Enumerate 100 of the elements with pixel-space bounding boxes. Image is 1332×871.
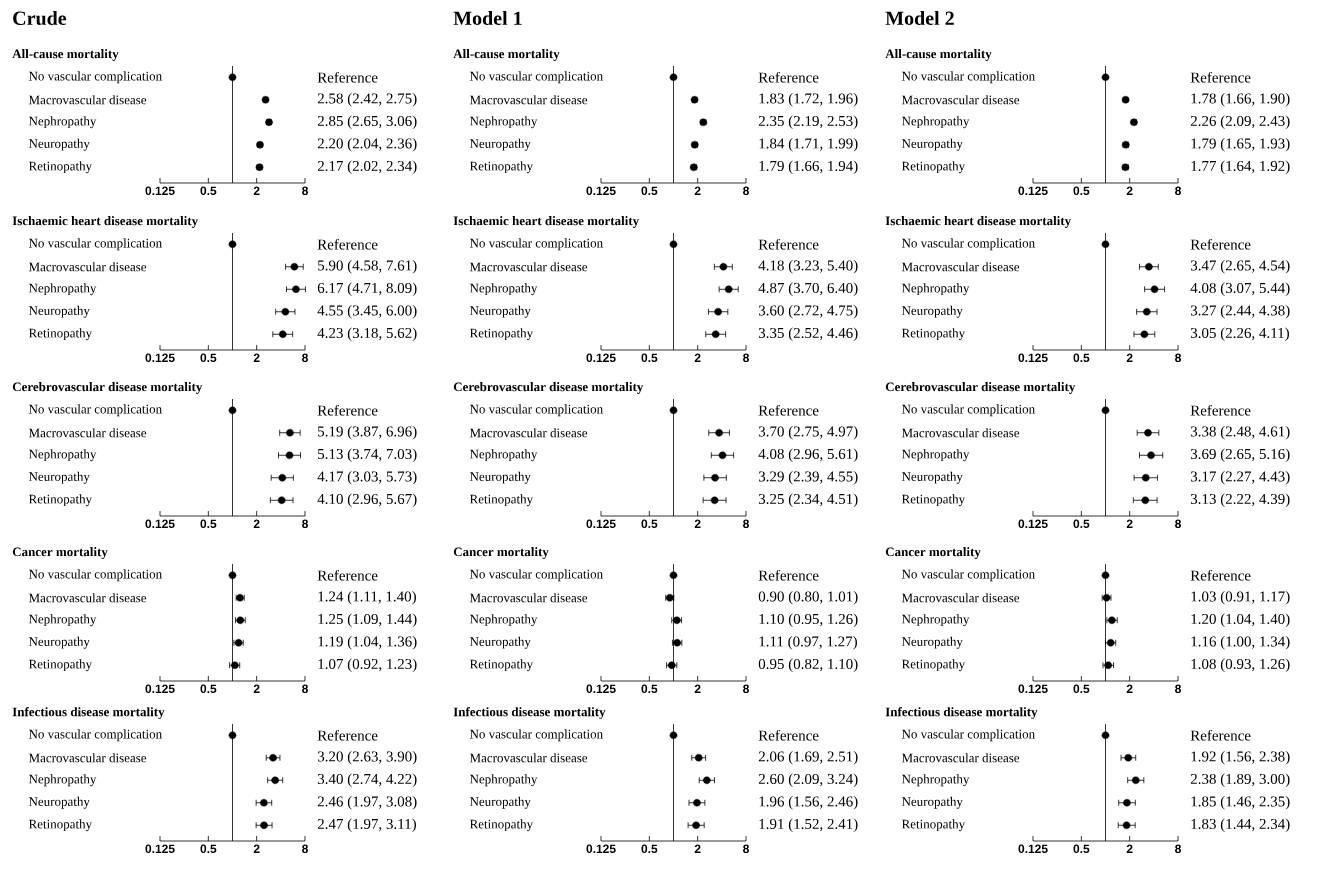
text: Reference <box>758 238 819 250</box>
y-tick-label: Macrovascular disease <box>28 262 147 272</box>
y-tick-label: Neuropathy <box>28 471 90 484</box>
y-tick-label: Retinopathy <box>901 328 966 341</box>
text: 1.10 (0.95, 1.26) <box>759 613 858 628</box>
x-tick-label: 8 <box>1175 186 1181 196</box>
y-tick-label: Nephropathy <box>901 283 970 296</box>
text: 1.92 (1.56, 2.38) <box>1191 750 1290 765</box>
x-tick-label: 0.125 <box>145 844 175 854</box>
text: 3.70 (2.75, 4.97) <box>758 425 858 440</box>
y-tick-label: No vascular complication <box>469 729 603 742</box>
y-tick-label: No vascular complication <box>901 729 1035 742</box>
y-tick-label: No vascular complication <box>901 71 1035 84</box>
x-tick-label: 2 <box>253 519 260 528</box>
y-tick-label: Nephropathy <box>469 116 538 129</box>
text: 5.13 (3.74, 7.03) <box>318 448 417 463</box>
y-tick-label: Macrovascular disease <box>469 753 588 763</box>
x-tick-label: 2 <box>694 353 701 362</box>
text: 4.10 (2.96, 5.67) <box>317 493 417 508</box>
y-tick-label: Nephropathy <box>28 774 97 787</box>
y-tick-label: Nephropathy <box>28 116 97 129</box>
y-tick-label: Retinopathy <box>28 161 93 174</box>
y-tick-label: Neuropathy <box>901 305 963 318</box>
chart-subtitle: All-cause mortality <box>885 49 992 61</box>
text: 4.08 (3.07, 5.44) <box>1190 282 1290 297</box>
text: 3.20 (2.63, 3.90) <box>317 750 417 765</box>
y-tick-label: No vascular complication <box>28 404 162 417</box>
y-tick-label: Retinopathy <box>28 659 93 672</box>
text: Reference <box>1190 569 1251 581</box>
y-tick-label: Retinopathy <box>469 494 534 507</box>
y-tick-label: No vascular complication <box>901 404 1035 417</box>
y-tick-label: No vascular complication <box>28 238 162 251</box>
y-tick-label: No vascular complication <box>28 569 162 582</box>
chart-title: Cerebrovascular disease mortality <box>885 382 1076 394</box>
x-tick-label: 0.5 <box>200 844 217 854</box>
x-tick-label: 0.5 <box>200 186 217 196</box>
y-tick-label: Retinopathy <box>28 494 93 507</box>
y-tick-label: Nephropathy <box>28 449 97 462</box>
text: 4.55 (3.45, 6.00) <box>317 304 417 319</box>
y-tick-label: Macrovascular disease <box>901 753 1020 763</box>
x-tick-label: 2 <box>1126 519 1133 528</box>
x-tick-label: 2 <box>253 844 260 853</box>
y-tick-label: Macrovascular disease <box>469 428 588 438</box>
x-tick-label: 0.125 <box>1018 684 1048 694</box>
chart-title: Crude <box>13 10 67 26</box>
text: Reference <box>317 569 378 581</box>
y-tick-label: Nephropathy <box>469 449 538 462</box>
text: 2.85 (2.65, 3.06) <box>317 115 417 130</box>
y-tick-label: Neuropathy <box>28 305 90 318</box>
y-tick-label: Neuropathy <box>469 636 531 649</box>
y-tick-label: Retinopathy <box>901 819 966 832</box>
text: Reference <box>758 404 819 416</box>
text: Reference <box>1190 729 1251 741</box>
chart-title: Ischaemic heart disease mortality <box>12 216 199 228</box>
text: 5.19 (3.87, 6.96) <box>318 425 417 440</box>
text: 2.17 (2.02, 2.34) <box>317 160 417 175</box>
y-tick-label: Macrovascular disease <box>469 95 588 105</box>
text: 6.17 (4.71, 8.09) <box>317 282 417 297</box>
chart-title: Cerebrovascular disease mortality <box>12 382 203 394</box>
chart-title: Infectious disease mortality <box>885 707 1038 719</box>
y-tick-label: Macrovascular disease <box>28 753 147 763</box>
y-tick-label: Nephropathy <box>901 614 970 627</box>
x-tick-label: 0.125 <box>586 684 616 694</box>
y-tick-label: Neuropathy <box>469 796 531 809</box>
text: 3.13 (2.22, 4.39) <box>1190 493 1290 508</box>
text: 2.20 (2.04, 2.36) <box>317 137 417 152</box>
text: 1.08 (0.93, 1.26) <box>1191 658 1290 673</box>
chart-title: Cancer mortality <box>453 547 549 559</box>
x-tick-label: 8 <box>302 519 308 529</box>
x-tick-label: 0.125 <box>145 684 175 694</box>
text: 3.69 (2.65, 5.16) <box>1190 448 1290 463</box>
x-tick-label: 8 <box>1175 519 1181 529</box>
y-tick-label: Neuropathy <box>901 138 963 151</box>
x-tick-label: 0.5 <box>1073 844 1090 854</box>
y-tick-label: Neuropathy <box>28 636 90 649</box>
text: 4.87 (3.70, 6.40) <box>758 282 858 297</box>
y-tick-label: Neuropathy <box>28 796 90 809</box>
x-tick-label: 8 <box>1175 353 1181 363</box>
text: 1.91 (1.52, 2.41) <box>759 818 858 833</box>
y-tick-label: No vascular complication <box>28 71 162 84</box>
y-tick-label: Macrovascular disease <box>469 593 588 603</box>
x-tick-label: 2 <box>1126 186 1133 195</box>
text: 3.05 (2.26, 4.11) <box>1190 327 1289 342</box>
chart-title: Infectious disease mortality <box>12 707 165 719</box>
text: Reference <box>317 729 378 741</box>
text: 1.11 (0.97, 1.27) <box>759 635 857 650</box>
text: 1.96 (1.56, 2.46) <box>759 795 858 810</box>
x-tick-label: 2 <box>694 519 701 528</box>
text: 2.38 (1.89, 3.00) <box>1190 773 1290 788</box>
text: Reference <box>758 71 819 83</box>
text: 1.03 (0.91, 1.17) <box>1191 590 1290 605</box>
x-tick-label: 0.125 <box>586 353 616 363</box>
x-tick-label: 8 <box>1175 684 1181 694</box>
x-tick-label: 0.5 <box>1073 353 1090 363</box>
text: 3.60 (2.72, 4.75) <box>758 304 858 319</box>
text: 1.83 (1.72, 1.96) <box>759 92 858 107</box>
text: 1.25 (1.09, 1.44) <box>318 613 417 628</box>
x-tick-label: 0.5 <box>200 519 217 529</box>
text: Reference <box>317 238 378 250</box>
y-tick-label: Macrovascular disease <box>901 262 1020 272</box>
